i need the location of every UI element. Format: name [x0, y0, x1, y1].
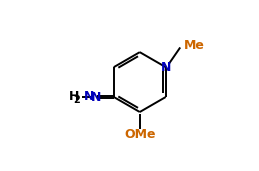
Text: OMe: OMe	[124, 128, 155, 141]
Text: N: N	[161, 61, 171, 74]
Text: 2: 2	[73, 95, 80, 105]
Text: H: H	[69, 90, 79, 103]
Text: N: N	[91, 90, 101, 104]
Text: Me: Me	[184, 39, 205, 52]
Text: N: N	[84, 90, 94, 103]
